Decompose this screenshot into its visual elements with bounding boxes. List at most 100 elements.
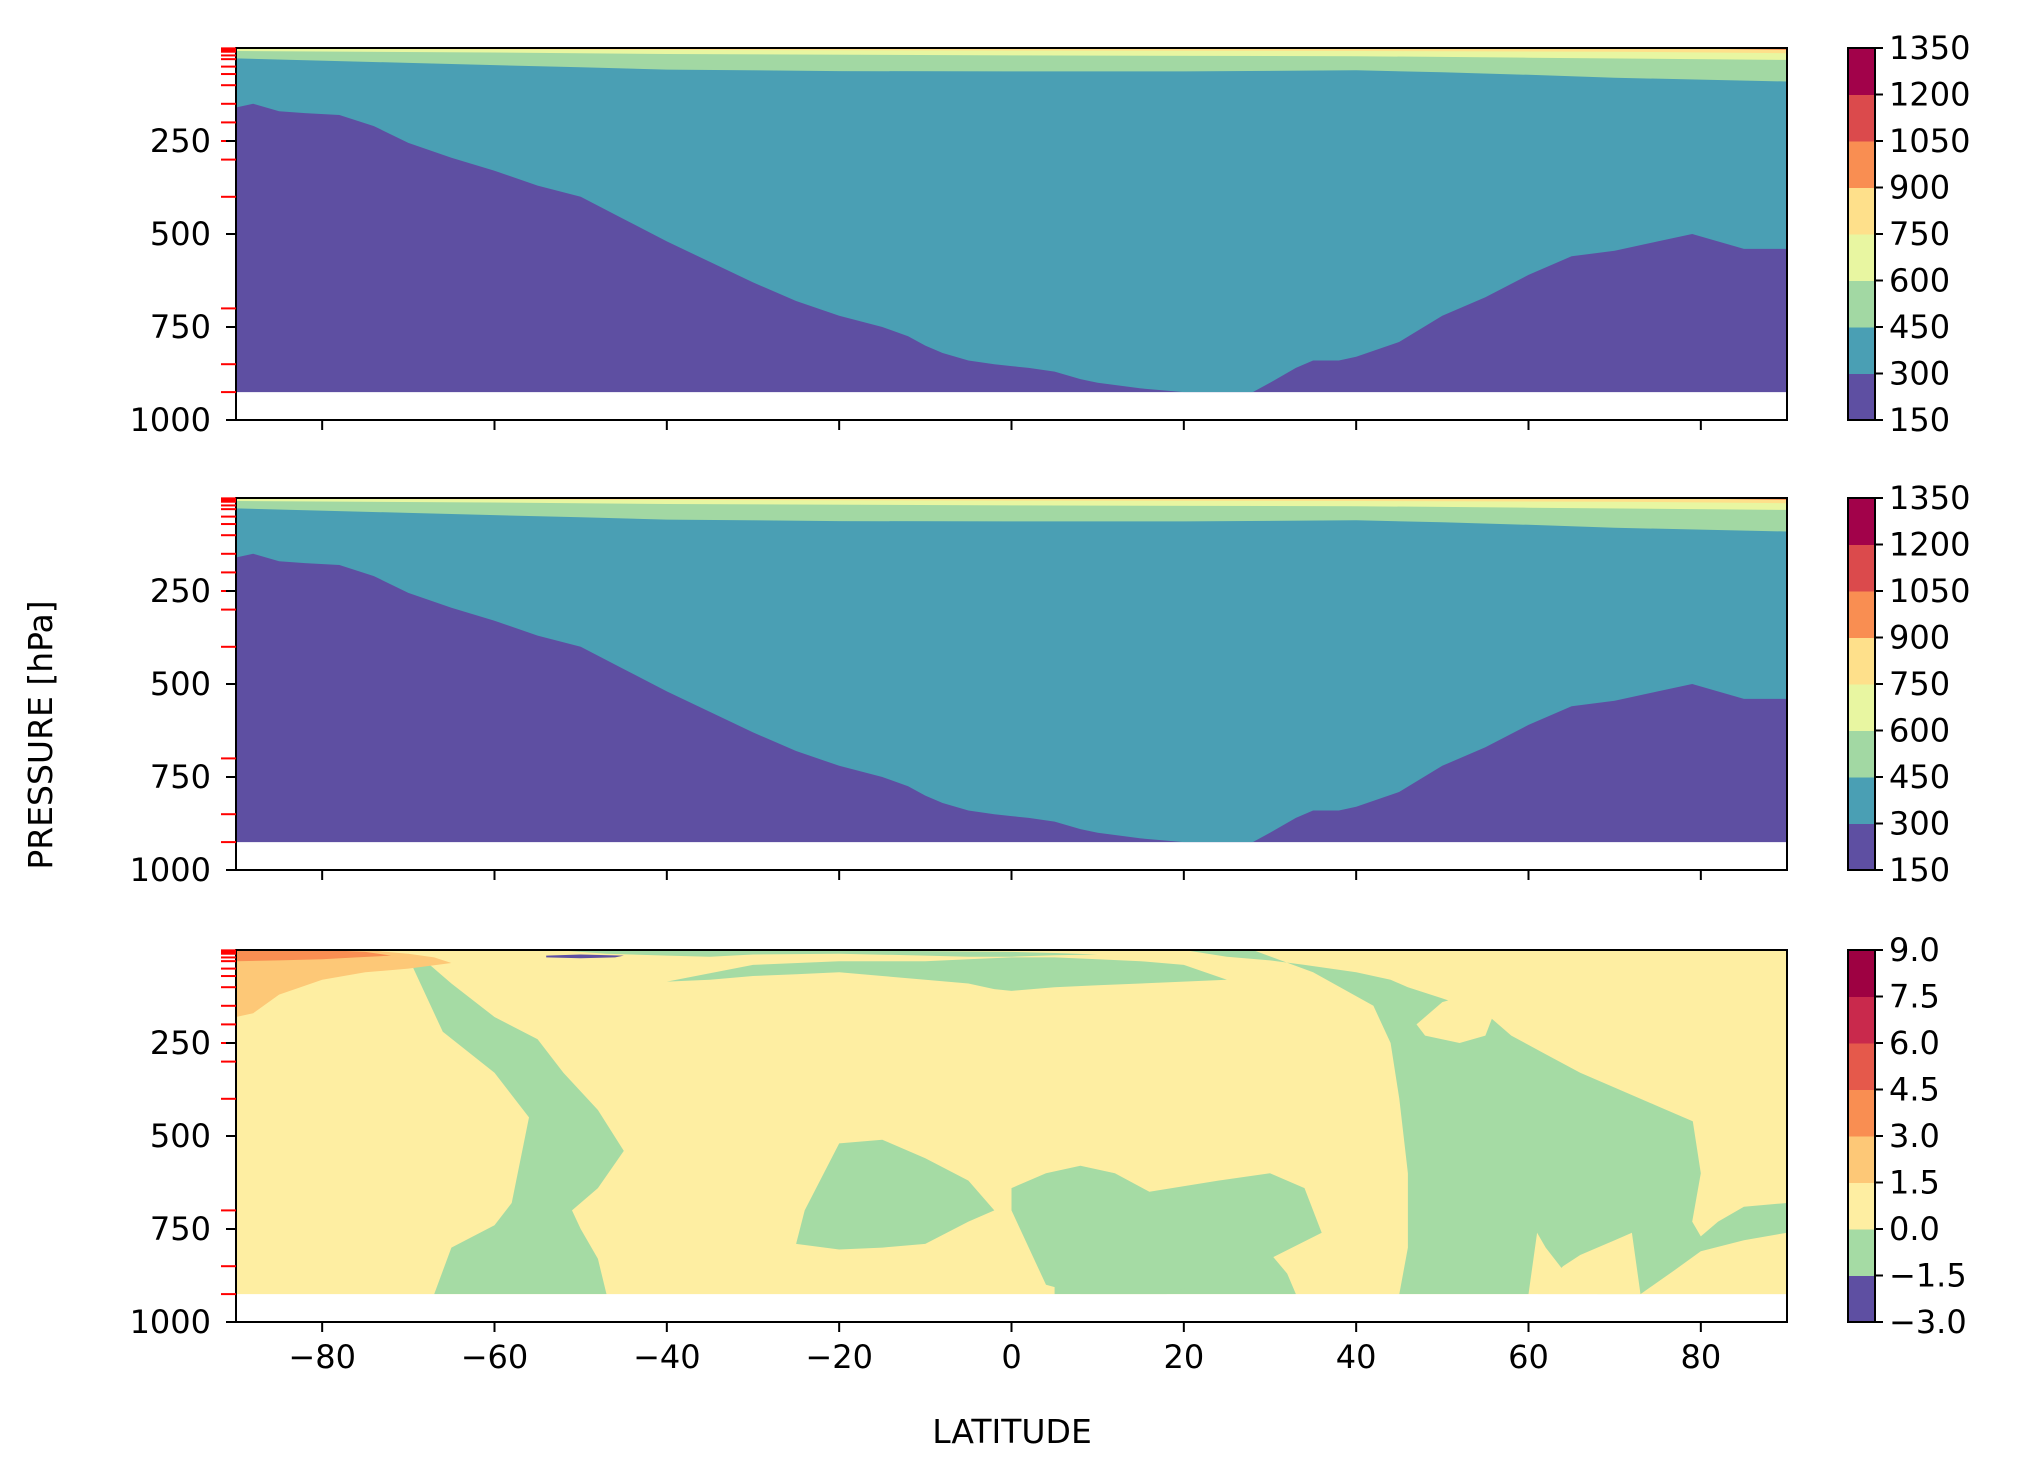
band-300-450: [236, 48, 1787, 393]
colorbar-tick-label: 300: [1889, 805, 1950, 843]
colorbar-tick-label: 450: [1889, 758, 1950, 796]
y-tick-label: 250: [150, 1024, 211, 1062]
contour-region-10: [1537, 1232, 1641, 1295]
colorbar-tick-label: 750: [1889, 215, 1950, 253]
colorbar-segment: [1848, 280, 1875, 328]
y-tick-label: 750: [150, 308, 211, 346]
colorbar-tick-label: 4.5: [1889, 1071, 1940, 1109]
x-tick-label: −60: [461, 1338, 529, 1376]
colorbar-segment: [1848, 1275, 1875, 1323]
x-tick-label: 0: [1001, 1338, 1021, 1376]
colorbar-segment: [1848, 637, 1875, 685]
colorbar-tick-label: 900: [1889, 169, 1950, 207]
y-tick-label: 250: [150, 122, 211, 160]
x-tick-label: −40: [633, 1338, 701, 1376]
colorbar-segment: [1848, 141, 1875, 188]
colorbar-tick-label: 600: [1889, 712, 1950, 750]
colorbar-tick-label: 750: [1889, 665, 1950, 703]
y-tick-label: 1000: [130, 1303, 211, 1341]
colorbar-tick-label: 7.5: [1889, 978, 1940, 1016]
colorbar-tick-label: 9.0: [1889, 931, 1940, 969]
x-tick-label: 80: [1680, 1338, 1721, 1376]
colorbar-tick-label: 300: [1889, 355, 1950, 393]
x-tick-label: −20: [805, 1338, 873, 1376]
panel-bottom: 250 500 750 1000 −80 −60 −40 −20 0 20 40 60 80 9.0 7.5…: [130, 931, 1967, 1376]
colorbar-tick-label: 450: [1889, 308, 1950, 346]
y-tick-label: 750: [150, 1210, 211, 1248]
colorbar-segment: [1848, 591, 1875, 638]
colorbar-segment: [1848, 1136, 1875, 1183]
contour-region-13: [236, 950, 452, 1017]
colorbar-segment: [1848, 950, 1875, 997]
contour-region-2: [796, 1139, 995, 1250]
contour-field: [236, 498, 1787, 843]
x-tick-label: 40: [1336, 1338, 1377, 1376]
y-tick-label: 750: [150, 758, 211, 796]
colorbar-tick-label: 1.5: [1889, 1164, 1940, 1202]
colorbar-segment: [1848, 498, 1875, 545]
colorbar-tick-label: 3.0: [1889, 1117, 1940, 1155]
y-tick-label: 500: [150, 665, 211, 703]
colorbar-tick-label: 6.0: [1889, 1024, 1940, 1062]
colorbar-segment: [1848, 1043, 1875, 1090]
colorbar-tick-label: 1050: [1889, 122, 1970, 160]
colorbar-segment: [1848, 94, 1875, 142]
colorbar-segment: [1848, 1182, 1875, 1230]
colorbar: 1350 1200 1050 900 750 600 450 300 150: [1847, 479, 1970, 889]
contour-region-1: [408, 953, 624, 1295]
colorbar-tick-label: 1200: [1889, 76, 1970, 114]
contour-region-9: [1657, 1057, 1787, 1237]
y-tick-label: 250: [150, 572, 211, 610]
colorbar-tick-label: 150: [1889, 401, 1950, 439]
colorbar-segment: [1848, 544, 1875, 592]
x-tick-label: −80: [288, 1338, 356, 1376]
colorbar-segment: [1848, 996, 1875, 1044]
contour-region-8: [1416, 994, 1494, 1043]
colorbar-tick-label: 1350: [1889, 29, 1970, 67]
band-300-450: [236, 498, 1787, 843]
colorbar-segment: [1848, 234, 1875, 281]
colorbar-tick-label: 1350: [1889, 479, 1970, 517]
colorbar-tick-label: 1050: [1889, 572, 1970, 610]
colorbar-segment: [1848, 373, 1875, 421]
contour-region-14: [236, 950, 392, 962]
band-750-900: [236, 48, 1787, 54]
band-750-900: [236, 498, 1787, 504]
contour-region-4: [1011, 1165, 1322, 1295]
colorbar: 1350 1200 1050 900 750 600 450 300 150: [1847, 29, 1970, 439]
panel-middle: 250 500 750 1000 1350 1200 1050 900 750 600 450 300…: [130, 479, 1971, 889]
colorbar-segment: [1848, 327, 1875, 374]
colorbar-tick-label: 900: [1889, 619, 1950, 657]
y-axis-label: PRESSURE [hPa]: [21, 600, 60, 869]
contour-field: [236, 950, 1787, 1295]
colorbar-segment: [1848, 823, 1875, 871]
colorbar-segment: [1848, 48, 1875, 95]
colorbar-tick-label: 150: [1889, 851, 1950, 889]
contour-region-5: [666, 957, 1227, 991]
colorbar-tick-label: −1.5: [1889, 1257, 1967, 1295]
contour-region-16: [968, 1002, 1064, 1012]
colorbar-segment: [1848, 1229, 1875, 1276]
contour-region-12: [1485, 951, 1787, 990]
contour-region-15: [546, 954, 624, 959]
y-tick-label: 1000: [130, 401, 211, 439]
contour-field: [236, 48, 1787, 393]
colorbar-segment: [1848, 1089, 1875, 1137]
y-tick-label: 500: [150, 1117, 211, 1155]
colorbar-tick-label: 0.0: [1889, 1210, 1940, 1248]
y-tick-label: 1000: [130, 851, 211, 889]
x-tick-label: 60: [1508, 1338, 1549, 1376]
panel-top: 250 500 750 1000 1350 1200 1050 900 750 600 450 300…: [130, 29, 1971, 439]
colorbar-segment: [1848, 187, 1875, 235]
colorbar-tick-label: −3.0: [1889, 1303, 1967, 1341]
y-tick-label: 500: [150, 215, 211, 253]
contour-region-6: [1183, 950, 1787, 1295]
contour-region-0: [554, 950, 1098, 957]
x-axis-label: LATITUDE: [932, 1412, 1092, 1451]
contour-region-11: [1700, 1269, 1787, 1295]
colorbar-tick-label: 1200: [1889, 526, 1970, 564]
colorbar-segment: [1848, 684, 1875, 731]
colorbar-tick-label: 600: [1889, 262, 1950, 300]
colorbar-segment: [1848, 730, 1875, 778]
